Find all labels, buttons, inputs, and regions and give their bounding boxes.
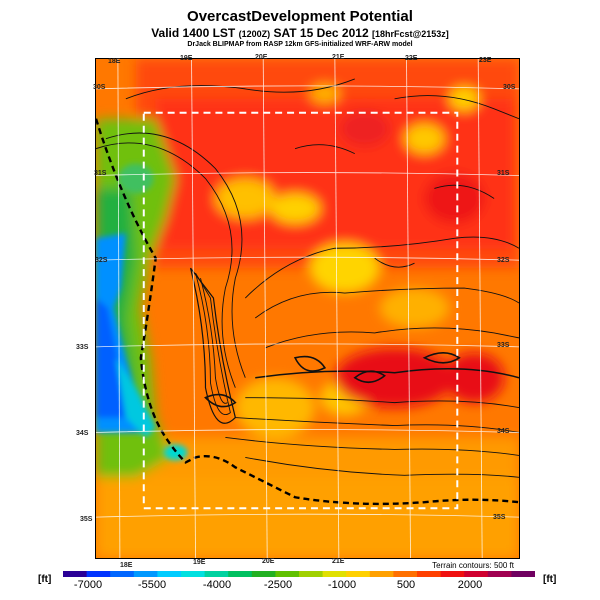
color-scale-swatch [369,571,394,577]
scale-tick-label: -2500 [263,579,293,591]
lon-label-bottom: 20E [262,558,275,565]
color-scale-swatch [393,571,418,577]
color-scale-swatch [204,571,229,577]
color-scale-swatch [63,571,88,577]
lat-label-left: 33S [76,344,89,351]
lon-label-top: 20E [255,54,268,61]
valid-time-subtitle: Valid 1400 LST (1200Z) SAT 15 Dec 2012 [… [0,26,600,40]
lat-label-left: 31S [94,170,107,177]
unit-label-left: [ft] [38,574,52,585]
terrain-contour-note: Terrain contours: 500 ft [432,561,514,570]
forecast-date: SAT 15 Dec 2012 [273,26,369,40]
coastline [96,118,519,506]
forecast-map [95,58,520,559]
lon-label-top: 19E [180,55,193,62]
color-scale-swatch [299,571,324,577]
scale-tick-label: -1000 [327,579,357,591]
color-scale-swatch [110,571,135,577]
color-scale-swatch [322,571,347,577]
valid-time: Valid 1400 LST [151,26,236,40]
color-scale-swatch [440,571,465,577]
lon-label-bottom: 19E [193,559,206,566]
color-scale-bar [63,571,535,577]
lon-label-top: 22E [405,55,418,62]
color-scale-swatch [157,571,182,577]
forecast-hour: [18hrFcst@2153z] [371,29,449,39]
inner-domain-box [142,111,459,510]
lon-label-top: 23E [479,57,492,64]
color-scale-swatch [464,571,489,577]
color-scale-swatch [86,571,111,577]
color-scale-swatch [251,571,276,577]
color-scale-swatch [417,571,442,577]
scale-tick-label: -4000 [202,579,232,591]
lon-label-bottom: 21E [332,558,345,565]
color-scale-swatch [487,571,512,577]
lat-label-right: 31S [497,170,510,177]
color-scale-swatch [133,571,158,577]
color-scale-swatch [275,571,300,577]
color-scale-swatch [511,571,535,577]
unit-label-right: [ft] [543,574,557,585]
scale-tick-label: 500 [396,579,416,591]
lon-label-top: 21E [332,54,345,61]
color-scale-swatch [346,571,371,577]
lat-label-left: 35S [80,516,93,523]
lat-label-left: 34S [76,430,89,437]
scale-tick-label: -5500 [137,579,167,591]
lat-label-right: 32S [497,257,510,264]
lat-label-right: 30S [503,84,516,91]
lat-label-right: 35S [493,514,506,521]
color-scale-swatch [228,571,253,577]
color-scale-swatch [181,571,206,577]
lat-label-right: 33S [497,342,510,349]
utc-time: (1200Z) [238,29,271,39]
lat-label-left: 32S [95,257,108,264]
lat-label-left: 30S [93,84,106,91]
lon-label-top: 18E [108,58,121,65]
scale-tick-label: -7000 [73,579,103,591]
lat-label-right: 34S [497,428,510,435]
lon-label-bottom: 18E [120,562,133,569]
page-title: OvercastDevelopment Potential [187,8,413,25]
model-credit: DrJack BLIPMAP from RASP 12km GFS-initia… [187,41,413,48]
scale-tick-label: 2000 [457,579,483,591]
